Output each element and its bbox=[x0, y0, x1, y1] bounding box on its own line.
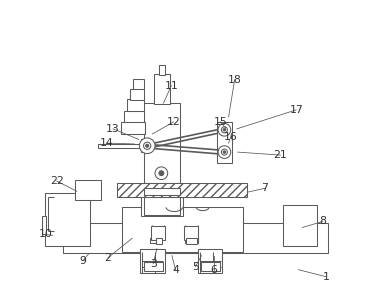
Bar bbox=[117, 183, 247, 197]
Circle shape bbox=[223, 128, 226, 131]
Text: 5: 5 bbox=[192, 262, 199, 272]
Bar bbox=[45, 193, 90, 246]
Text: 10: 10 bbox=[38, 229, 52, 239]
Bar bbox=[144, 262, 163, 271]
Bar bbox=[127, 99, 144, 111]
Text: 4: 4 bbox=[172, 265, 179, 275]
Circle shape bbox=[218, 123, 231, 136]
Text: 18: 18 bbox=[228, 75, 242, 85]
Circle shape bbox=[223, 151, 226, 153]
Circle shape bbox=[146, 144, 149, 147]
Bar bbox=[156, 238, 162, 245]
Bar bbox=[63, 223, 328, 252]
Text: 11: 11 bbox=[165, 81, 178, 91]
Bar bbox=[197, 249, 222, 273]
Bar bbox=[130, 89, 144, 100]
Bar bbox=[283, 205, 317, 246]
Bar bbox=[124, 111, 144, 123]
Bar bbox=[150, 238, 161, 244]
Circle shape bbox=[155, 167, 168, 180]
Text: 2: 2 bbox=[105, 253, 111, 263]
Bar bbox=[202, 262, 220, 271]
Bar bbox=[140, 249, 165, 273]
Circle shape bbox=[159, 171, 164, 176]
Text: 21: 21 bbox=[274, 150, 287, 160]
Bar bbox=[186, 238, 198, 244]
Text: 15: 15 bbox=[213, 117, 227, 127]
Bar bbox=[144, 103, 180, 183]
Text: 8: 8 bbox=[319, 216, 326, 226]
Circle shape bbox=[221, 149, 227, 155]
Bar bbox=[141, 194, 183, 216]
Bar bbox=[141, 139, 150, 152]
Text: 6: 6 bbox=[211, 265, 218, 275]
Bar bbox=[122, 207, 243, 251]
Bar bbox=[186, 238, 197, 245]
Circle shape bbox=[140, 138, 155, 154]
Text: 22: 22 bbox=[50, 176, 64, 186]
Bar bbox=[42, 216, 46, 234]
Circle shape bbox=[218, 146, 231, 158]
Bar bbox=[144, 197, 180, 215]
Text: 9: 9 bbox=[80, 256, 86, 266]
Bar bbox=[144, 188, 180, 195]
Bar bbox=[184, 226, 199, 240]
Text: 3: 3 bbox=[150, 259, 157, 269]
Text: 1: 1 bbox=[322, 272, 329, 282]
Text: 12: 12 bbox=[166, 117, 180, 127]
Bar bbox=[133, 79, 144, 89]
Text: 14: 14 bbox=[99, 138, 113, 148]
Circle shape bbox=[221, 127, 227, 133]
Circle shape bbox=[144, 142, 151, 149]
Bar bbox=[217, 122, 232, 163]
Bar bbox=[75, 180, 101, 200]
Bar bbox=[98, 144, 141, 148]
Text: 17: 17 bbox=[289, 105, 303, 115]
Text: 7: 7 bbox=[261, 183, 268, 193]
Text: 13: 13 bbox=[106, 124, 120, 134]
Bar bbox=[154, 74, 169, 104]
Text: 16: 16 bbox=[224, 132, 237, 142]
Bar bbox=[151, 226, 165, 240]
Bar bbox=[159, 65, 165, 75]
Bar bbox=[121, 122, 145, 134]
